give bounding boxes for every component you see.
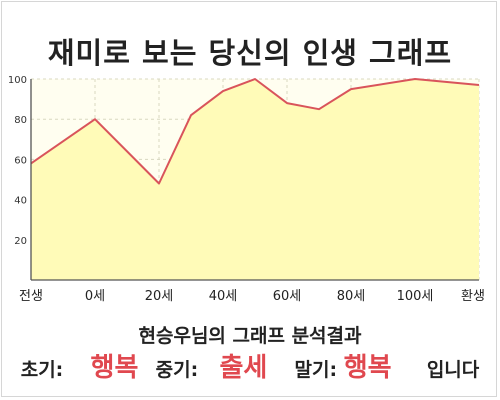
result-suffix: 입니다 (426, 359, 480, 381)
x-tick-label: 100세 (397, 289, 434, 304)
x-tick-label: 40세 (209, 289, 238, 304)
early-label: 초기: (20, 359, 64, 381)
result-summary: 초기: 행복 중기: 출세 말기: 행복 입니다 (0, 347, 500, 384)
late-value: 행복 (343, 353, 392, 383)
y-tick-label: 100 (8, 75, 27, 86)
y-tick-label: 60 (14, 155, 27, 166)
area-fill (31, 79, 479, 280)
x-tick-label: 80세 (337, 289, 366, 304)
mid-label: 중기: (155, 359, 199, 381)
axes (30, 79, 479, 281)
series-line (30, 78, 480, 185)
x-tick-label: 환생 (461, 289, 485, 304)
early-value: 행복 (90, 353, 139, 383)
y-tick-label: 20 (14, 236, 27, 247)
late-label: 말기: (294, 359, 338, 381)
x-tick-label: 0세 (85, 289, 105, 304)
y-tick-label: 40 (14, 196, 27, 207)
y-tick-labels: 20 40 60 80 100 (8, 75, 27, 247)
mid-value: 출세 (219, 353, 268, 383)
result-heading: 현승우님의 그래프 분석결과 (138, 325, 362, 347)
page-title: 재미로 보는 당신의 인생 그래프 (47, 36, 453, 70)
y-tick-label: 80 (14, 115, 27, 126)
x-tick-label: 전생 (19, 289, 43, 304)
x-tick-labels: 전생 0세 20세 40세 60세 80세 100세 환생 (19, 289, 485, 304)
x-tick-label: 60세 (273, 289, 302, 304)
x-tick-label: 20세 (145, 289, 174, 304)
